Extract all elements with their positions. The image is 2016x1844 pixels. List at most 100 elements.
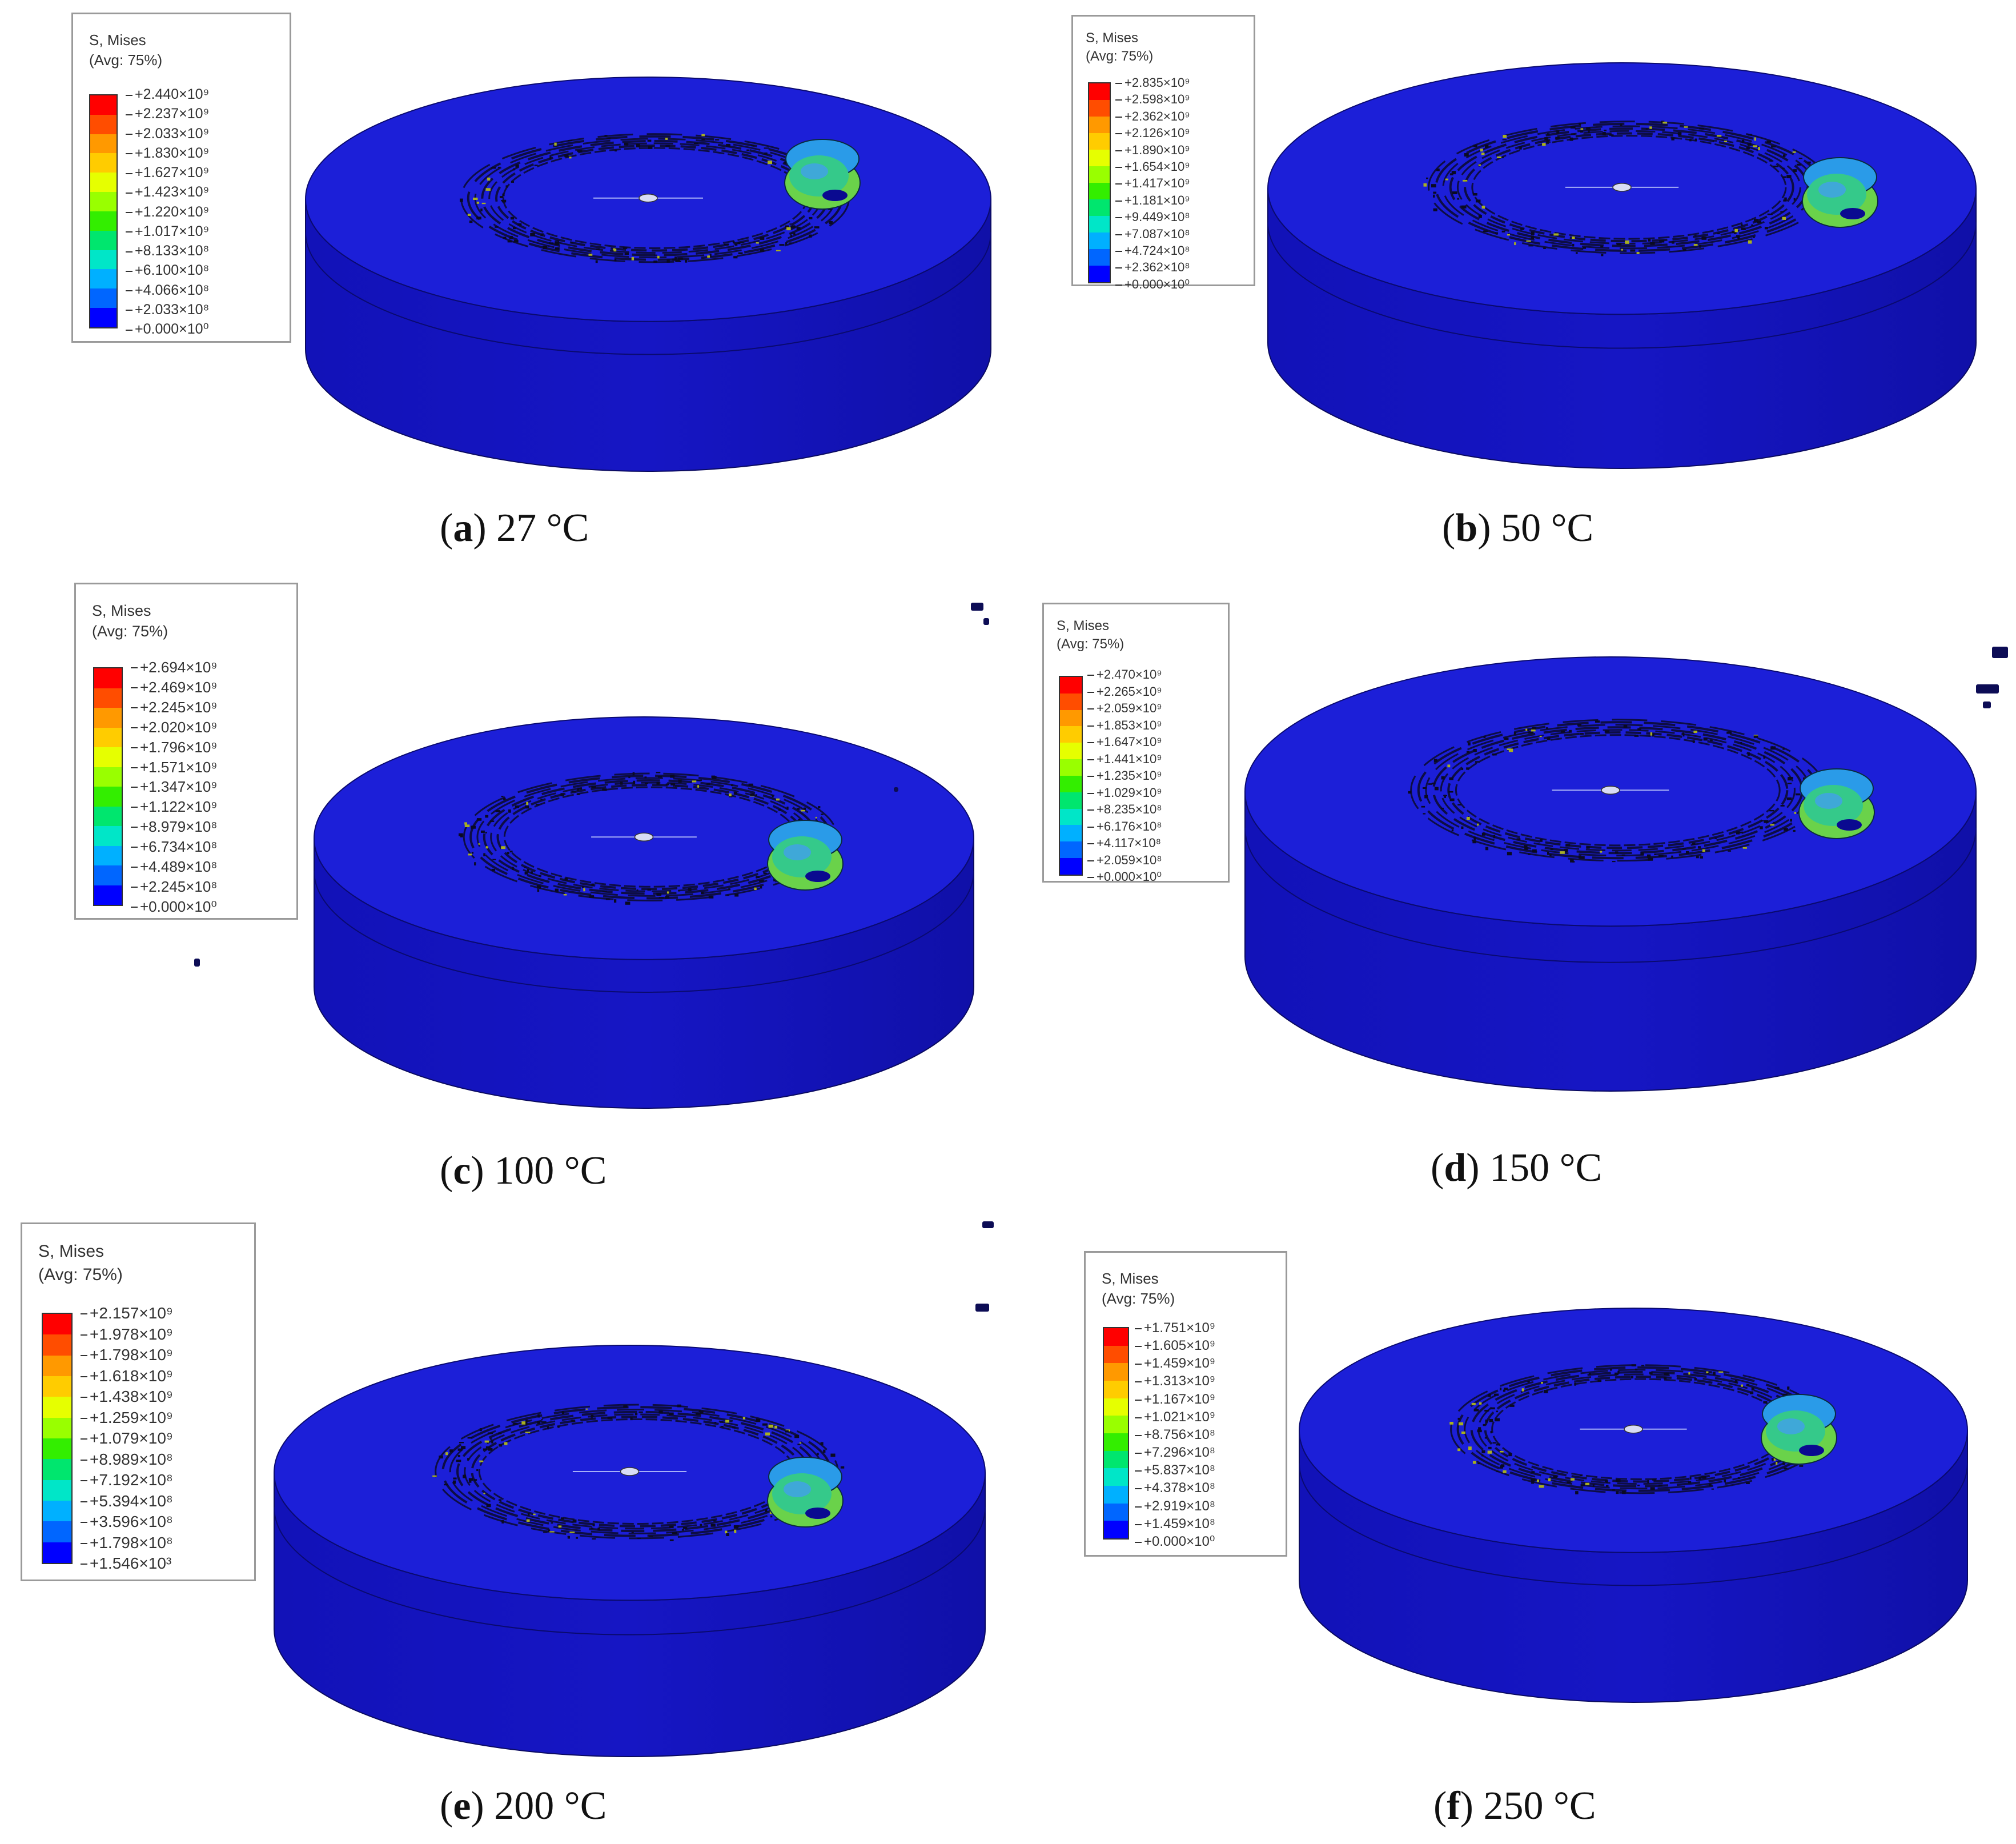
track-speck xyxy=(1615,851,1619,854)
track-speck xyxy=(668,1412,674,1415)
track-speck xyxy=(728,793,732,796)
track-speck xyxy=(592,1415,595,1417)
track-speck xyxy=(1490,1430,1492,1434)
track-speck xyxy=(754,887,757,891)
track-speck xyxy=(613,899,617,903)
track-speck xyxy=(1664,1372,1669,1376)
color-swatch xyxy=(42,1500,73,1522)
track-speck xyxy=(479,1428,482,1432)
track-speck xyxy=(632,772,635,776)
track-speck xyxy=(457,1448,463,1451)
track-speck xyxy=(1550,848,1553,851)
scale-label: +4.489×10⁸ xyxy=(130,858,218,876)
track-speck xyxy=(737,242,741,244)
track-speck xyxy=(513,1422,518,1425)
track-speck xyxy=(541,1421,547,1423)
color-swatch xyxy=(89,114,118,134)
track-speck xyxy=(821,813,824,815)
track-speck xyxy=(1787,783,1792,784)
track-speck xyxy=(636,889,638,891)
track-speck xyxy=(1504,1388,1508,1390)
color-swatch xyxy=(1088,199,1111,216)
color-swatch xyxy=(1088,133,1111,150)
track-speck xyxy=(1640,852,1644,855)
track-speck xyxy=(1741,1384,1743,1387)
scale-label: +1.347×10⁹ xyxy=(130,778,218,796)
track-speck xyxy=(1637,728,1641,731)
track-speck xyxy=(800,809,805,812)
scale-label: +1.438×10⁹ xyxy=(81,1388,173,1405)
scale-label: +1.220×10⁹ xyxy=(125,203,210,220)
track-speck xyxy=(785,225,789,229)
color-swatch xyxy=(1088,216,1111,232)
track-speck xyxy=(637,1537,641,1539)
track-speck xyxy=(790,234,792,238)
track-speck xyxy=(666,259,670,263)
track-speck xyxy=(503,236,507,239)
track-speck xyxy=(453,1477,457,1480)
stress-legend: S, Mises (Avg: 75%) +2.694×10⁹ +2.469×10⁹… xyxy=(74,583,298,920)
track-speck xyxy=(1697,846,1701,849)
track-speck xyxy=(1689,138,1692,142)
scale-label: +2.033×10⁸ xyxy=(125,301,210,318)
track-speck xyxy=(487,177,491,181)
track-speck xyxy=(485,815,489,818)
track-speck xyxy=(647,139,652,142)
track-speck xyxy=(1475,199,1481,203)
disk-model xyxy=(194,603,989,1109)
center-mark xyxy=(620,1467,640,1476)
legend-title: S, Mises xyxy=(1086,30,1139,46)
track-speck xyxy=(1531,235,1535,239)
track-speck xyxy=(1754,137,1756,141)
track-speck xyxy=(1479,1402,1482,1405)
track-speck xyxy=(604,135,608,137)
track-speck xyxy=(1501,157,1504,159)
track-speck xyxy=(815,816,817,819)
track-speck xyxy=(476,201,480,204)
color-swatch xyxy=(93,688,123,708)
track-speck xyxy=(779,244,785,246)
track-speck xyxy=(763,872,767,874)
track-speck xyxy=(1651,733,1654,737)
track-speck xyxy=(1545,141,1551,143)
track-speck xyxy=(1766,141,1771,143)
track-speck xyxy=(1671,137,1674,141)
track-speck xyxy=(555,247,560,250)
track-speck xyxy=(1553,233,1559,236)
track-speck xyxy=(756,1418,761,1422)
track-speck xyxy=(625,901,630,905)
track-speck xyxy=(555,888,559,892)
color-swatch xyxy=(1103,1416,1129,1434)
track-speck xyxy=(591,1417,593,1419)
track-speck xyxy=(670,782,676,786)
track-speck xyxy=(1701,236,1707,240)
track-speck xyxy=(767,161,773,165)
track-speck xyxy=(1572,861,1575,863)
scale-label: +1.605×10⁹ xyxy=(1134,1338,1216,1354)
track-speck xyxy=(469,1480,472,1483)
track-speck xyxy=(770,1516,773,1518)
track-speck xyxy=(467,1437,472,1439)
track-speck xyxy=(1631,1364,1637,1366)
track-speck xyxy=(1689,1477,1692,1480)
color-swatch xyxy=(42,1313,73,1335)
track-speck xyxy=(1481,1454,1484,1457)
scale-label: +5.394×10⁸ xyxy=(81,1492,173,1510)
track-speck xyxy=(1483,1424,1486,1426)
track-speck xyxy=(797,1444,801,1445)
track-speck xyxy=(1771,145,1776,148)
track-speck xyxy=(669,1525,674,1529)
track-speck xyxy=(1580,1484,1585,1486)
track-speck xyxy=(765,1509,768,1512)
track-speck xyxy=(786,227,791,231)
track-speck xyxy=(614,259,617,262)
track-speck xyxy=(1741,223,1743,226)
track-speck xyxy=(1484,1437,1488,1439)
track-speck xyxy=(495,810,501,812)
track-speck xyxy=(1433,759,1437,762)
track-speck xyxy=(829,221,833,225)
color-swatch xyxy=(89,250,118,270)
track-speck xyxy=(525,805,529,809)
track-speck xyxy=(560,1517,564,1520)
color-swatch xyxy=(1103,1503,1129,1521)
